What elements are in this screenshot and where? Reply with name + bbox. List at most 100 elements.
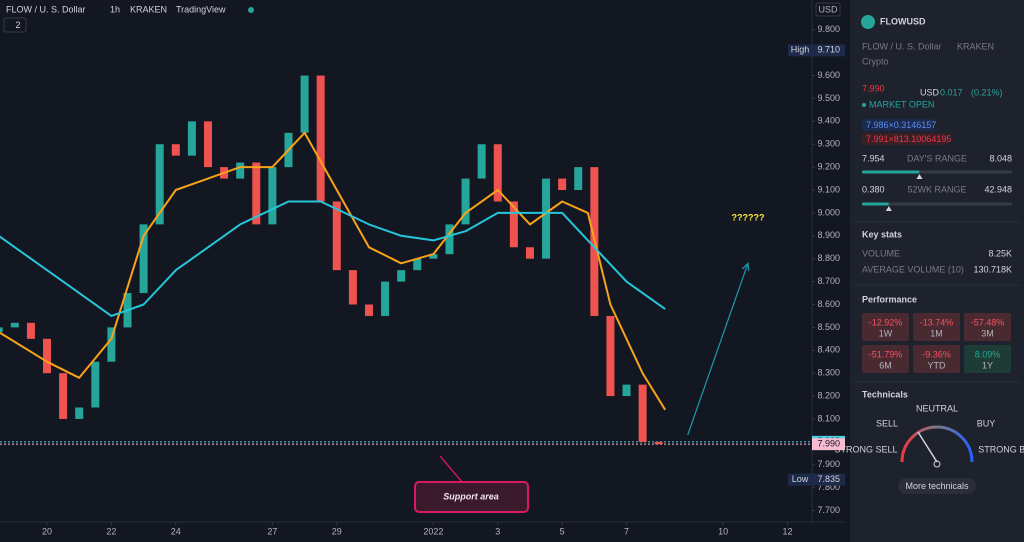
candle-body [107,327,116,362]
annotation-support: Support area [443,491,499,501]
more-technicals[interactable]: More technicals [905,481,969,491]
low-label: 7.835 [817,474,840,484]
range-fill [862,170,920,174]
currency-button[interactable] [815,2,841,17]
stat-label: VOLUME [862,248,900,258]
x-tick-label: 5 [560,526,565,536]
performance-period: 1W [879,328,893,338]
arrow [687,263,749,436]
callout-pointer [439,455,463,483]
more-technicals-button[interactable] [898,478,976,494]
candle-body [574,167,583,191]
stat-value: 8.25K [988,248,1012,258]
performance-cell [862,345,909,373]
range-marker [885,206,892,211]
candle-body [316,75,325,202]
price-currency: USD [920,87,940,97]
low-text: Low [792,474,809,484]
week52-high: 42.948 [984,184,1012,194]
candle-body [203,121,212,168]
gauge-label: STRONG BUY [978,444,1024,454]
y-tick-label: 8.400 [817,345,840,355]
y-tick-label: 7.700 [817,505,840,515]
candle-body [397,270,406,282]
plot [0,75,812,445]
y-tick-label: 9.100 [817,184,840,194]
candle-body [525,247,534,259]
performance-value: -12.92% [869,317,903,327]
high-text: High [791,45,810,55]
candle-body [268,167,277,225]
arrow-head [741,261,750,272]
candle-body [429,254,438,259]
y-tick-label: 8.100 [817,413,840,423]
key-stats-title: Key stats [862,229,902,239]
x-tick-label: 2022 [423,526,443,536]
symbol: FLOWUSD [880,16,926,26]
symbol-category: Crypto [862,56,889,66]
performance-period: 3M [981,328,994,338]
candle-body [622,384,631,397]
candle-body [43,338,52,374]
candle-body [332,201,341,271]
gauge-label: STRONG SELL [834,444,897,454]
candle-body [59,373,68,419]
candle-body [493,144,502,202]
pane-toggle[interactable] [3,17,27,33]
y-tick-label: 9.000 [817,207,840,217]
candle-body [381,281,390,316]
interval: 1h [110,4,120,14]
y-tick-label: 9.800 [817,24,840,34]
callout-box [414,481,529,513]
gauge-pivot [933,460,941,468]
candle-body [558,178,567,191]
source: TradingView [176,4,226,14]
candle-body [542,178,551,259]
performance-cell [862,313,909,341]
y-tick-label: 9.600 [817,70,840,80]
performance-cell [964,313,1011,341]
candle-body [300,75,309,133]
bid-box [862,119,934,131]
currency[interactable]: USD [818,4,838,14]
x-tick-label: 24 [171,526,181,536]
performance-period: 6M [879,360,892,370]
performance-cell [913,313,960,341]
bid: 7.986×0.3146157 [866,120,936,130]
status-dot [248,7,254,13]
pane-badge[interactable]: 2 [15,20,20,30]
price-line-label: 7.990 [817,439,840,449]
x-tick-label: 12 [783,526,793,536]
performance-title: Performance [862,294,917,304]
range-fill [862,202,889,206]
x-tick-label: 3 [495,526,500,536]
candle-body [654,441,663,445]
market-dot [862,103,866,107]
y-tick-label: 7.800 [817,482,840,492]
candle-body [413,258,422,271]
performance-grid: -12.92%1W -13.74%1M -57.48%3M -51.79%6M -9.3… [862,313,1011,373]
price-change-pct: (0.21%) [971,87,1003,97]
high-label: 9.710 [817,45,840,55]
performance-cell [964,345,1011,373]
performance-value: -51.79% [869,349,903,359]
week52-low: 0.380 [862,184,885,194]
y-tick-label: 7.900 [817,459,840,469]
ask: 7.991×813.10064195 [866,134,951,144]
y-tick-label: 8.600 [817,299,840,309]
candle-body [171,144,180,156]
performance-period: YTD [928,360,947,370]
annotation-question: ?????? [732,212,765,222]
price-line-box [812,438,845,451]
candle-body [348,270,357,305]
y-tick-label: 9.300 [817,139,840,149]
stat-value: 130.718K [973,264,1012,274]
day-high: 8.048 [989,153,1012,163]
day-low: 7.954 [862,153,885,163]
x-tick-label: 7 [624,526,629,536]
candle-body [477,144,486,179]
candle-body [10,322,19,328]
candle-body [75,407,84,419]
